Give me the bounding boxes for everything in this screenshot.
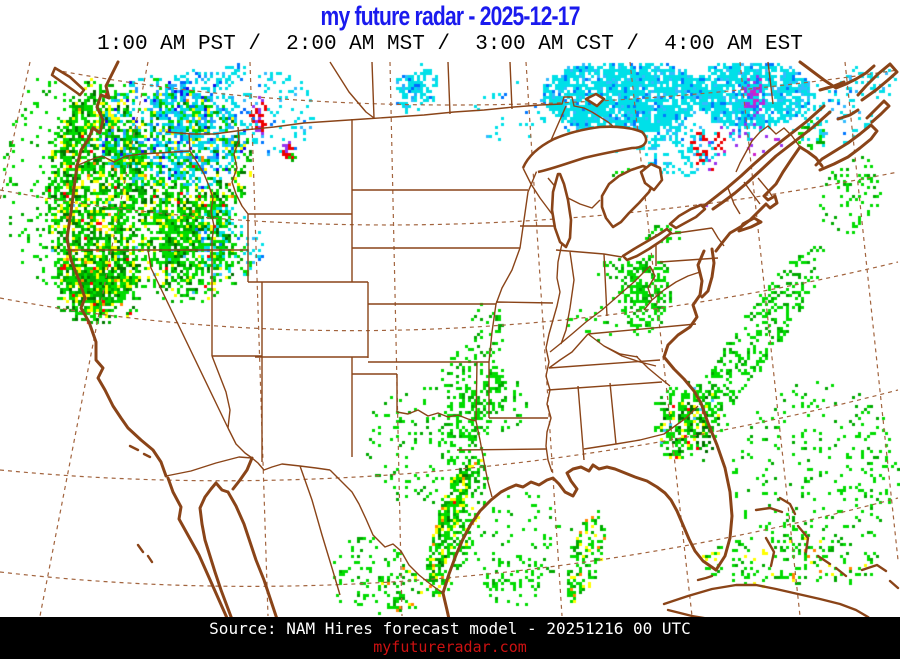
lake-michigan	[550, 172, 573, 249]
canada-atlantic	[702, 60, 899, 211]
website-link[interactable]: myfutureradar.com	[373, 638, 527, 656]
baja-gulf-california	[166, 456, 290, 653]
georgian-bay	[639, 162, 664, 192]
graticule-layer	[0, 61, 899, 617]
lake-ontario	[668, 203, 707, 230]
page-title: my future radar - 2025-12-17	[320, 1, 580, 31]
atlantic-coast	[662, 145, 802, 572]
lake-huron	[600, 164, 657, 229]
lake-of-the-woods	[584, 92, 606, 108]
source-text: Source: NAM Hires forecast model - 20251…	[209, 619, 691, 638]
lake-erie	[621, 227, 673, 262]
vancouver-island	[50, 66, 86, 97]
footer-bar: Source: NAM Hires forecast model - 20251…	[0, 617, 900, 659]
coastline-layer	[50, 60, 900, 655]
lake-superior	[521, 125, 648, 174]
pacific-coast	[65, 60, 168, 478]
timezone-caption: 1:00 AM PST / 2:00 AM MST / 3:00 AM CST …	[97, 33, 803, 56]
